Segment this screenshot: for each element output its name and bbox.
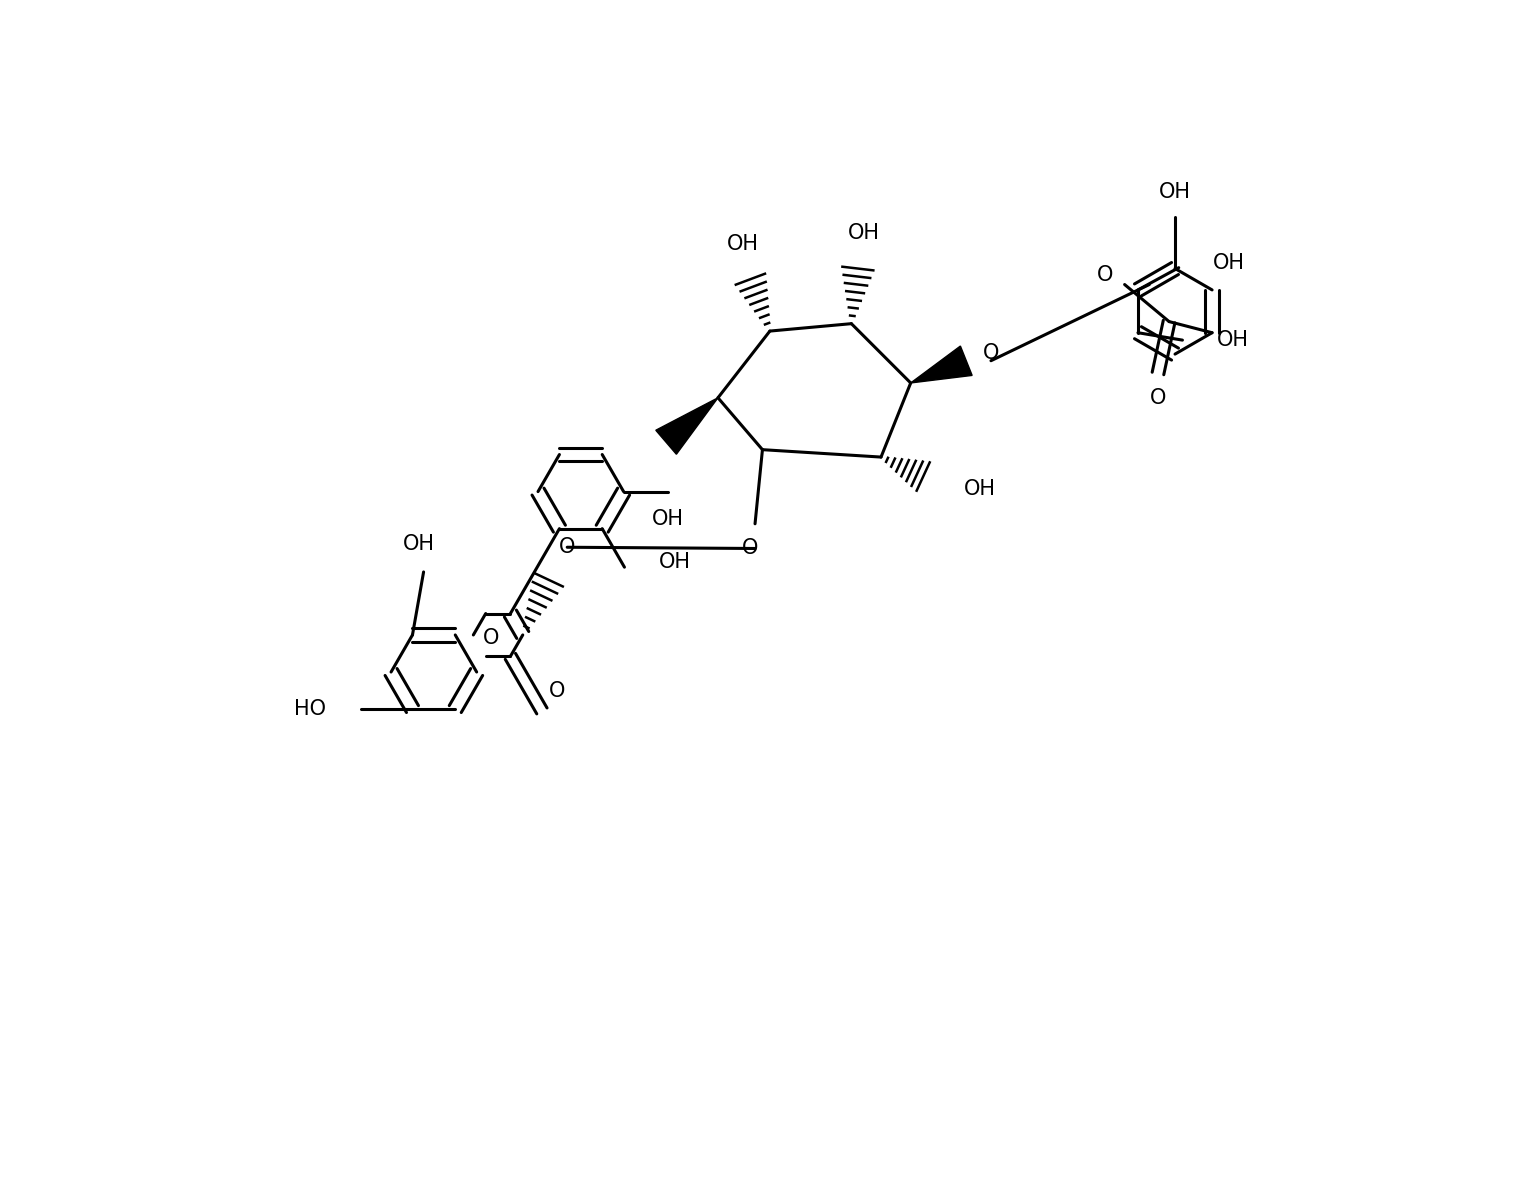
Text: OH: OH bbox=[1160, 181, 1192, 201]
Text: OH: OH bbox=[1217, 330, 1249, 350]
Polygon shape bbox=[911, 346, 972, 383]
Text: O: O bbox=[1096, 265, 1113, 285]
Text: OH: OH bbox=[652, 509, 684, 529]
Text: O: O bbox=[741, 538, 758, 558]
Polygon shape bbox=[656, 398, 719, 455]
Text: O: O bbox=[482, 628, 499, 648]
Text: OH: OH bbox=[403, 535, 435, 555]
Text: O: O bbox=[1149, 389, 1166, 409]
Text: HO: HO bbox=[294, 699, 326, 719]
Text: OH: OH bbox=[964, 479, 996, 499]
Text: OH: OH bbox=[659, 552, 691, 573]
Text: OH: OH bbox=[726, 234, 758, 254]
Text: O: O bbox=[559, 537, 576, 557]
Text: O: O bbox=[549, 681, 565, 701]
Text: OH: OH bbox=[847, 223, 879, 243]
Text: OH: OH bbox=[1213, 253, 1245, 273]
Text: O: O bbox=[982, 343, 999, 363]
